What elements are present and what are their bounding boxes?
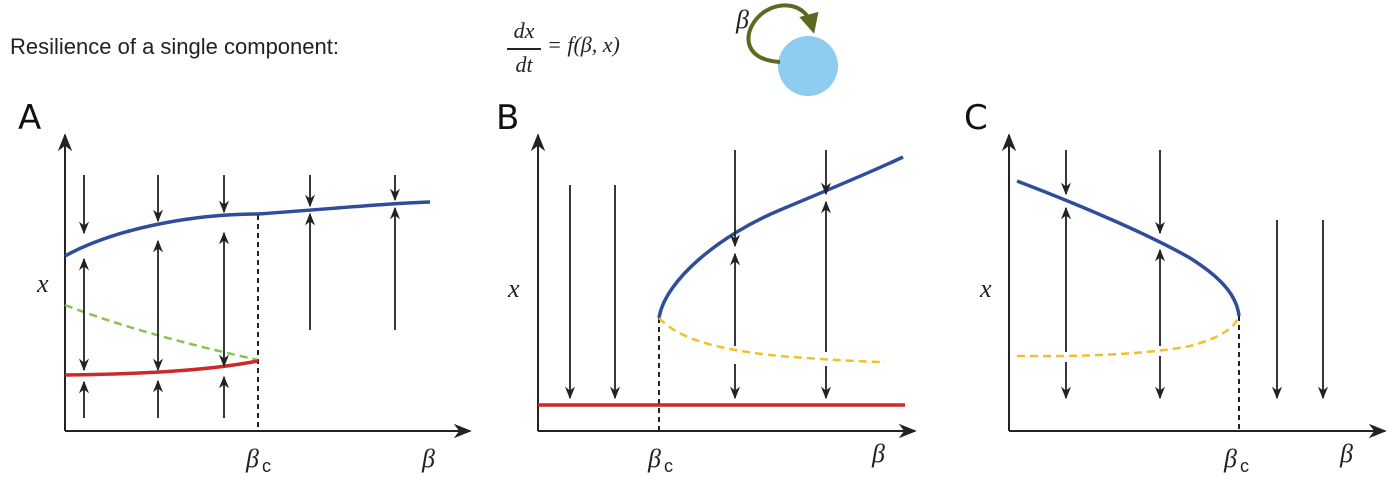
panel-c-crit-sub: c [1240,456,1249,476]
panel-a-stable-high-branch [64,200,431,258]
panel-a-stable-low-branch [64,359,259,377]
panel-b-crit-sub: c [664,456,673,476]
header-title: Resilience of a single component: [10,34,339,59]
equation-rhs: = f(β, x) [547,32,620,57]
panel-b-xlabel: β [871,439,885,468]
loop-label: β [735,5,749,34]
panel-a-crit-sub: c [262,456,271,476]
panel-a-unstable-branch [64,303,259,362]
node-circle [778,36,838,96]
panel-b-crit-label: β [647,444,661,473]
equation-denominator: dt [515,51,533,77]
self-loop-arrow [746,3,819,64]
panel-c-unstable-branch [1016,315,1241,358]
panel-b-ylabel: x [507,274,520,303]
panel-letter-b: B [496,98,520,138]
equation-fraction: dx dt [505,18,543,80]
panel-b: x β β c [507,133,917,476]
panel-c: x β β c [979,133,1387,476]
panel-letter-c: C [964,98,988,138]
panel-letter-a: A [18,98,42,138]
node-diagram: β [735,3,838,96]
panel-a-xlabel: β [421,444,435,473]
panel-b-stable-high-branch [657,155,904,319]
panel-b-unstable-branch [658,317,886,364]
panel-a-ylabel: x [36,269,49,298]
fraction-bar [507,48,541,50]
panel-a: x β β c [36,133,472,476]
panel-c-stable-high-branch [1016,179,1241,317]
panel-c-crit-label: β [1223,444,1237,473]
panel-a-crit-label: β [245,444,259,473]
equation-numerator: dx [513,18,535,43]
panel-c-ylabel: x [979,274,992,303]
panel-c-xlabel: β [1339,439,1353,468]
